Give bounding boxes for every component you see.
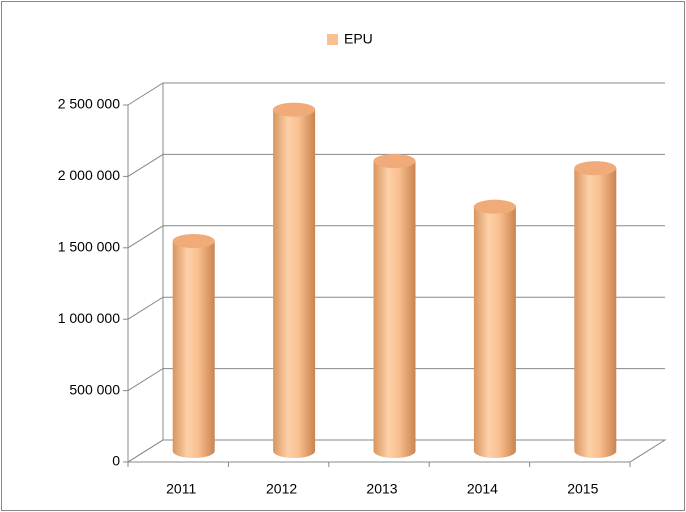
y-tick-label: 1 500 000: [58, 239, 120, 255]
x-tick-label: 2012: [266, 481, 297, 497]
x-tick-label: 2011: [166, 481, 196, 497]
cylinder-top: [373, 154, 416, 169]
cylinder: [574, 161, 617, 459]
cylinder: [373, 154, 416, 458]
legend-swatch: [327, 34, 338, 45]
cylinder: [273, 102, 316, 458]
cylinder: [172, 234, 215, 458]
x-tick-label: 2013: [366, 481, 397, 497]
y-tick-label: 1 000 000: [58, 310, 120, 326]
y-tick-label: 500 000: [69, 381, 120, 397]
cylinder: [473, 199, 516, 458]
legend-label: EPU: [344, 31, 373, 47]
y-tick-label: 0: [112, 453, 120, 469]
cylinder-top: [172, 234, 215, 249]
cylinder-top: [273, 102, 316, 117]
y-tick-label: 2 000 000: [58, 167, 120, 183]
cylinder-top: [473, 199, 516, 214]
x-tick-label: 2014: [467, 481, 498, 497]
x-tick-label: 2015: [567, 481, 598, 497]
cylinder-top: [574, 161, 617, 176]
y-tick-label: 2 500 000: [58, 96, 120, 112]
